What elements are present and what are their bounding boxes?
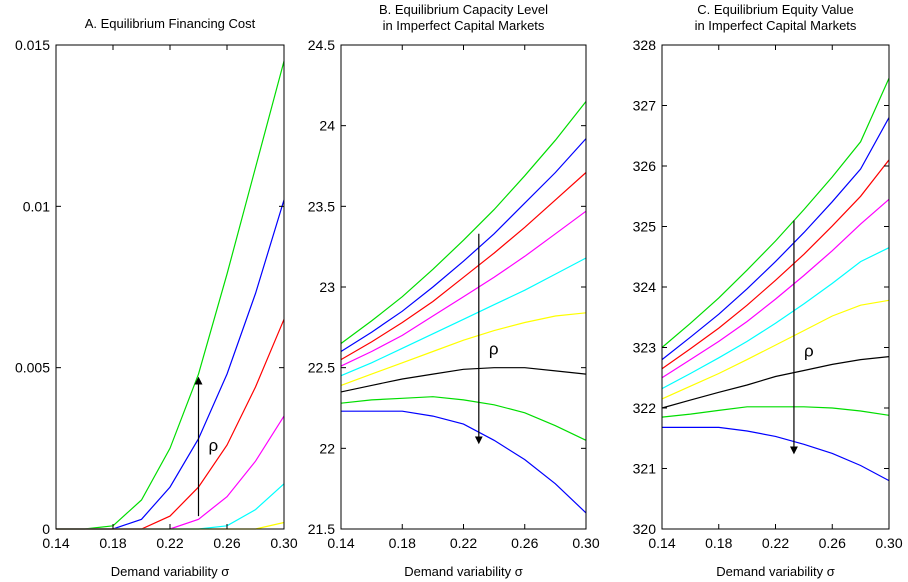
y-tick-label: 322	[633, 400, 657, 416]
series-line-6	[661, 299, 890, 400]
series-line-2	[661, 117, 890, 361]
series-line-9	[662, 426, 890, 482]
rho-label: ρ	[489, 339, 499, 358]
y-tick-label: 22	[319, 440, 335, 456]
x-tick-label: 0.30	[270, 535, 297, 551]
x-tick-label: 0.14	[42, 535, 69, 551]
y-tick-label: 0.015	[15, 37, 50, 53]
rho-label: ρ	[804, 342, 814, 361]
y-tick-label: 21.5	[308, 521, 335, 537]
plot-frame	[340, 44, 587, 530]
y-tick-label: 328	[633, 37, 657, 53]
x-tick-label: 0.22	[450, 535, 477, 551]
y-tick-label: 320	[633, 521, 657, 537]
x-axis-label: Demand variability σ	[111, 564, 230, 579]
x-tick-label: 0.22	[156, 535, 183, 551]
y-tick-label: 324	[633, 279, 657, 295]
series-line-1	[340, 101, 587, 344]
chart-title-line: C. Equilibrium Equity Value	[697, 2, 854, 17]
series-line-8	[661, 406, 890, 418]
series-line-1	[661, 78, 890, 348]
x-tick-label: 0.14	[648, 535, 675, 551]
rho-label: ρ	[209, 436, 219, 455]
x-tick-label: 0.18	[389, 535, 416, 551]
series-line-2	[340, 138, 587, 353]
y-tick-label: 24	[319, 118, 335, 134]
series-line-7	[661, 356, 890, 409]
series-line-8	[340, 396, 587, 441]
y-tick-label: 0	[42, 521, 50, 537]
y-tick-label: 327	[633, 98, 657, 114]
panel-a-financing-cost: A. Equilibrium Financing Cost 0.14 0.18 0.2…	[15, 16, 298, 579]
series-line-9	[341, 410, 587, 514]
series-line-4	[56, 415, 285, 530]
x-tick-label: 0.26	[819, 535, 846, 551]
x-axis-label: Demand variability σ	[404, 564, 523, 579]
y-tick-label: 321	[633, 461, 657, 477]
chart-title-line: A. Equilibrium Financing Cost	[85, 16, 256, 31]
y-tick-label: 0.005	[15, 360, 50, 376]
x-tick-label: 0.30	[875, 535, 902, 551]
y-tick-label: 22.5	[308, 360, 335, 376]
x-tick-label: 0.18	[705, 535, 732, 551]
y-tick-label: 323	[633, 340, 657, 356]
series-line-2	[56, 199, 285, 530]
chart-title-line: in Imperfect Capital Markets	[695, 18, 857, 33]
y-tick-label: 325	[633, 219, 657, 235]
series-line-3	[56, 319, 285, 530]
chart-title-line: B. Equilibrium Capacity Level	[379, 2, 548, 17]
y-tick-label: 23	[319, 279, 335, 295]
plot-frame	[55, 44, 285, 530]
series-line-6	[340, 312, 587, 386]
series-line-5	[340, 257, 587, 377]
x-tick-label: 0.30	[572, 535, 599, 551]
x-tick-label: 0.22	[762, 535, 789, 551]
y-tick-label: 0.01	[23, 198, 50, 214]
series-line-3	[661, 159, 890, 370]
series-line-1	[56, 60, 285, 530]
series-line-4	[340, 210, 587, 367]
x-tick-label: 0.18	[99, 535, 126, 551]
x-tick-label: 0.26	[213, 535, 240, 551]
series-line-5	[56, 483, 285, 530]
series-line-7	[340, 367, 587, 393]
chart-title-line: in Imperfect Capital Markets	[383, 18, 545, 33]
x-axis-label: Demand variability σ	[716, 564, 835, 579]
series-line-3	[340, 172, 587, 361]
plot-frame	[661, 44, 890, 530]
x-tick-label: 0.26	[511, 535, 538, 551]
series-line-4	[661, 198, 890, 379]
y-tick-label: 23.5	[308, 198, 335, 214]
series-line-5	[661, 247, 890, 390]
x-tick-label: 0.14	[327, 535, 354, 551]
y-tick-label: 326	[633, 158, 657, 174]
y-tick-label: 24.5	[308, 37, 335, 53]
